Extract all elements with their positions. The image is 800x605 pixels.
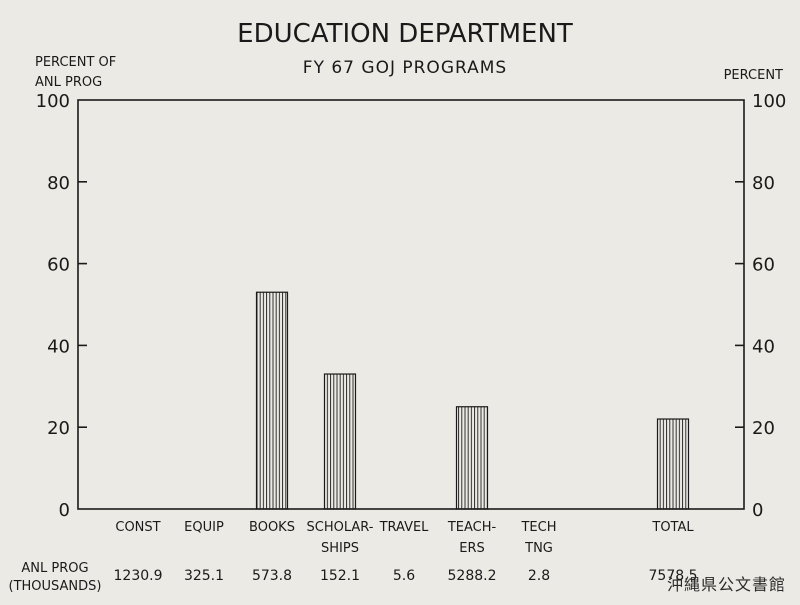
y-axis-right: 0 20 40 60 80 100 <box>735 91 786 521</box>
x-tick-label: EQUIP <box>184 520 224 535</box>
y-tick-label-right: 60 <box>752 255 775 276</box>
bar <box>455 406 489 510</box>
y-tick-label-right: 0 <box>752 500 763 521</box>
x-axis-labels: CONST EQUIP BOOKS SCHOLAR- SHIPS TRAVEL TEACH-… <box>115 520 694 556</box>
bar <box>323 373 357 510</box>
bars-group <box>255 291 690 510</box>
y-tick-label-left: 40 <box>47 336 70 357</box>
bar <box>656 418 690 510</box>
row-value: 573.8 <box>252 568 292 584</box>
y-tick-label-right: 40 <box>752 336 775 357</box>
y-axis-left: 0 20 40 60 80 100 <box>36 91 87 521</box>
x-tick-label: TOTAL <box>651 520 694 535</box>
y-tick-label-left: 0 <box>59 500 70 521</box>
archive-stamp: 沖縄県公文書館 <box>666 575 786 594</box>
row-label-line-1: ANL PROG <box>21 561 88 576</box>
x-tick-label: SCHOLAR- <box>307 520 374 535</box>
plot-frame <box>77 99 745 510</box>
chart-subtitle: FY 67 GOJ PROGRAMS <box>303 58 507 78</box>
y-tick-label-left: 80 <box>47 173 70 194</box>
y-tick-label-right: 20 <box>752 418 775 439</box>
row-value: 2.8 <box>528 568 550 584</box>
row-value: 325.1 <box>184 568 224 584</box>
chart-title: EDUCATION DEPARTMENT <box>237 19 573 49</box>
x-tick-label: BOOKS <box>249 520 295 535</box>
y-tick-label-right: 80 <box>752 173 775 194</box>
y-axis-label-right: PERCENT <box>724 68 783 83</box>
row-values: 1230.9 325.1 573.8 152.1 5.6 5288.2 2.8 7578.5 <box>114 568 698 584</box>
x-tick-label: TRAVEL <box>379 520 430 535</box>
x-tick-label: CONST <box>115 520 160 535</box>
y-tick-label-left: 60 <box>47 255 70 276</box>
row-value: 7578.5 <box>649 568 698 584</box>
bar <box>255 291 289 510</box>
row-value: 5288.2 <box>448 568 497 584</box>
row-label-line-2: (THOUSANDS) <box>9 579 102 594</box>
y-tick-label-left: 100 <box>36 91 70 112</box>
row-value: 1230.9 <box>114 568 163 584</box>
x-tick-label: SHIPS <box>321 541 359 556</box>
y-axis-label-left-line-1: PERCENT OF <box>35 55 116 70</box>
x-tick-label: TNG <box>524 541 553 556</box>
y-tick-label-right: 100 <box>752 91 786 112</box>
x-tick-label: TECH <box>520 520 556 535</box>
x-tick-label: ERS <box>459 541 485 556</box>
row-value: 152.1 <box>320 568 360 584</box>
y-tick-label-left: 20 <box>47 418 70 439</box>
y-axis-label-left-line-2: ANL PROG <box>35 75 102 90</box>
row-value: 5.6 <box>393 568 415 584</box>
x-tick-label: TEACH- <box>447 520 497 535</box>
